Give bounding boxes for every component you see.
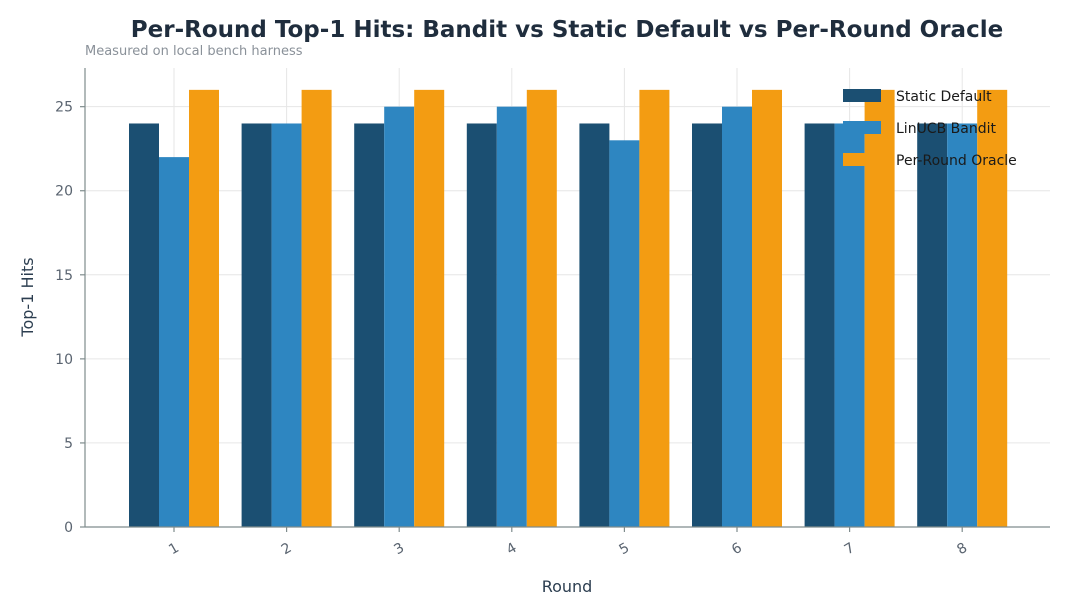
bar-linucb-bandit-round-4 [496, 106, 527, 528]
bars-layer [129, 89, 1008, 528]
chart-subtitle: Measured on local bench harness [85, 44, 303, 59]
bar-static-default-round-3 [354, 123, 385, 527]
bar-linucb-bandit-round-5 [609, 140, 640, 528]
bar-linucb-bandit-round-3 [384, 106, 415, 528]
x-tick-label: 4 [504, 540, 520, 558]
bar-static-default-round-7 [804, 123, 835, 527]
bar-static-default-round-6 [692, 123, 722, 527]
y-tick-label: 20 [55, 184, 73, 200]
y-tick-label: 15 [55, 268, 73, 284]
x-tick-label: 8 [954, 540, 970, 558]
bar-linucb-bandit-round-7 [834, 123, 865, 527]
bar-per-round-oracle-round-6 [752, 89, 782, 527]
x-tick-label: 7 [842, 540, 858, 558]
legend-label: LinUCB Bandit [896, 121, 996, 137]
x-tick-label: 3 [391, 540, 407, 558]
bar-linucb-bandit-round-8 [947, 123, 978, 527]
bar-per-round-oracle-round-1 [189, 89, 219, 527]
bar-per-round-oracle-round-4 [526, 89, 557, 527]
chart-title: Per-Round Top-1 Hits: Bandit vs Static D… [131, 17, 1003, 43]
bar-linucb-bandit-round-2 [271, 123, 302, 527]
bar-linucb-bandit-round-6 [722, 106, 752, 528]
x-axis-label: Round [542, 577, 593, 596]
x-tick-label: 1 [166, 540, 182, 558]
bar-linucb-bandit-round-1 [159, 157, 189, 527]
y-tick-label: 10 [55, 352, 73, 368]
y-axis-label: Top-1 Hits [18, 257, 37, 337]
bar-per-round-oracle-round-2 [301, 89, 332, 527]
legend: Static Default LinUCB Bandit Per-Round Ora… [843, 89, 1017, 169]
axes-layer [84, 68, 1050, 528]
bar-static-default-round-8 [917, 123, 948, 527]
x-tick-label: 6 [729, 540, 745, 558]
y-tick-label: 5 [64, 436, 73, 452]
y-tick-label: 25 [55, 100, 73, 116]
x-tick-label: 5 [617, 540, 633, 558]
x-tick-label: 2 [279, 540, 295, 558]
bar-per-round-oracle-round-8 [977, 89, 1008, 527]
legend-swatch [843, 121, 881, 134]
bar-static-default-round-1 [129, 123, 159, 527]
y-tick-label: 0 [64, 520, 73, 536]
legend-label: Per-Round Oracle [896, 153, 1017, 169]
legend-label: Static Default [896, 89, 992, 105]
bar-static-default-round-4 [466, 123, 497, 527]
bar-static-default-round-2 [241, 123, 272, 527]
legend-swatch [843, 153, 881, 166]
bar-per-round-oracle-round-5 [639, 89, 670, 527]
bar-static-default-round-5 [579, 123, 610, 527]
legend-swatch [843, 89, 881, 102]
bar-per-round-oracle-round-3 [414, 89, 445, 527]
